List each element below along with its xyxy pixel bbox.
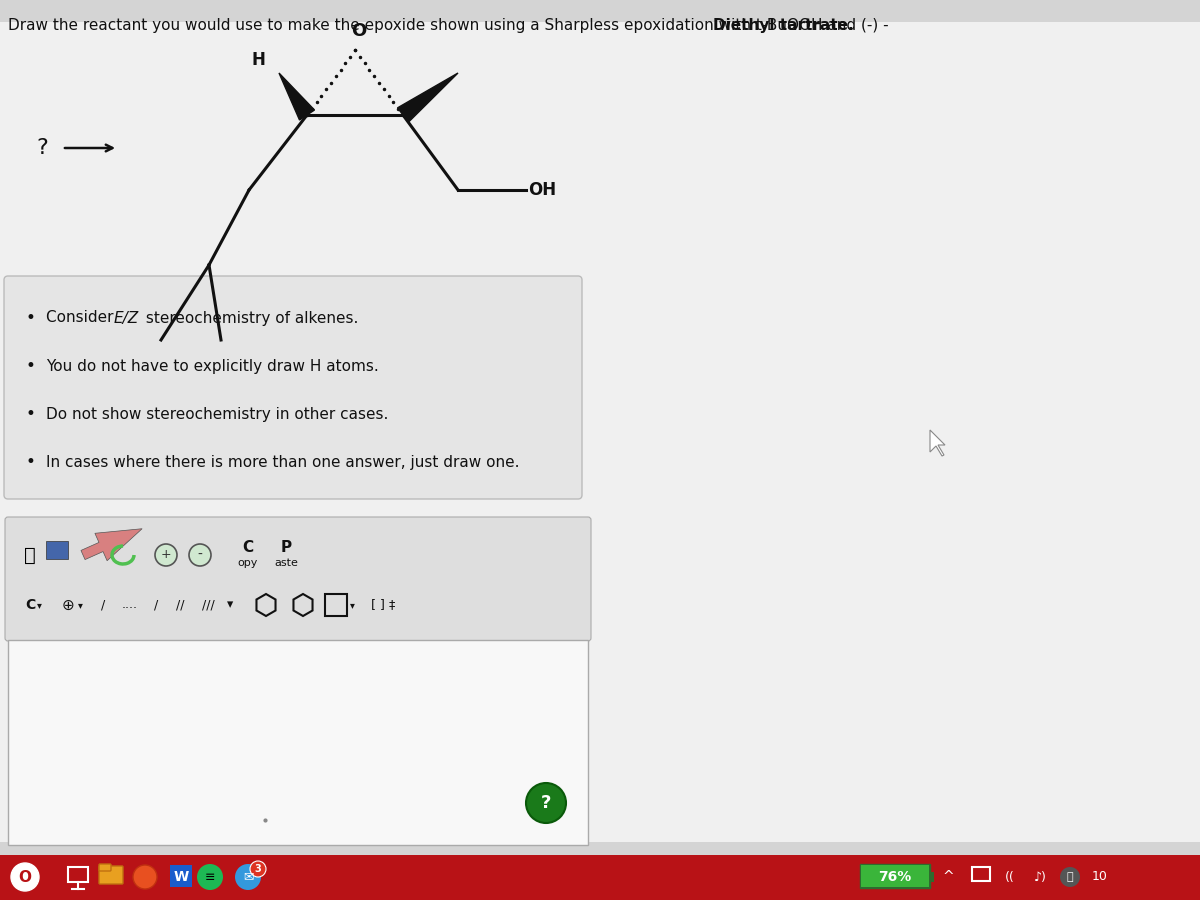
Text: ?: ? bbox=[541, 794, 551, 812]
Text: ✉: ✉ bbox=[242, 870, 253, 884]
Bar bbox=[862, 865, 929, 887]
Bar bbox=[325, 594, 347, 616]
Text: /: / bbox=[101, 598, 106, 611]
Text: O: O bbox=[352, 22, 367, 40]
Text: [ ]: [ ] bbox=[371, 598, 385, 611]
Bar bbox=[0, 855, 1200, 900]
Bar bbox=[860, 864, 930, 888]
Text: ((: (( bbox=[1006, 870, 1015, 884]
Text: 76%: 76% bbox=[878, 870, 912, 884]
Text: ///: /// bbox=[202, 598, 215, 611]
Text: ^: ^ bbox=[942, 870, 954, 884]
Circle shape bbox=[190, 544, 211, 566]
Text: aste: aste bbox=[274, 558, 298, 568]
Circle shape bbox=[155, 544, 178, 566]
Bar bbox=[930, 872, 934, 882]
Text: ≡: ≡ bbox=[205, 870, 215, 884]
Circle shape bbox=[133, 865, 157, 889]
Bar bbox=[8, 640, 588, 845]
Circle shape bbox=[11, 863, 38, 891]
Text: •: • bbox=[25, 357, 35, 375]
FancyBboxPatch shape bbox=[98, 864, 112, 871]
Text: ‡: ‡ bbox=[389, 598, 395, 611]
Text: You do not have to explicitly draw H atoms.: You do not have to explicitly draw H ato… bbox=[46, 358, 379, 374]
Text: /: / bbox=[154, 598, 158, 611]
Text: OH: OH bbox=[528, 181, 556, 199]
Circle shape bbox=[526, 783, 566, 823]
Text: P: P bbox=[281, 539, 292, 554]
Circle shape bbox=[250, 861, 266, 877]
Text: W: W bbox=[173, 870, 188, 884]
Text: O: O bbox=[18, 869, 31, 885]
Circle shape bbox=[235, 864, 262, 890]
Text: In cases where there is more than one answer, just draw one.: In cases where there is more than one an… bbox=[46, 454, 520, 470]
Text: Consider: Consider bbox=[46, 310, 119, 326]
Text: ⊕: ⊕ bbox=[61, 598, 74, 613]
Text: +: + bbox=[161, 548, 172, 562]
Text: ?: ? bbox=[36, 138, 48, 158]
Polygon shape bbox=[397, 73, 458, 122]
Text: •: • bbox=[25, 453, 35, 471]
Text: Do not show stereochemistry in other cases.: Do not show stereochemistry in other cas… bbox=[46, 407, 389, 421]
Bar bbox=[170, 865, 192, 887]
Text: ▾: ▾ bbox=[349, 600, 354, 610]
FancyArrow shape bbox=[80, 528, 142, 561]
FancyBboxPatch shape bbox=[98, 866, 124, 884]
Circle shape bbox=[1060, 867, 1080, 887]
Text: •: • bbox=[25, 309, 35, 327]
Text: Draw the reactant you would use to make the epoxide shown using a Sharpless epox: Draw the reactant you would use to make … bbox=[8, 18, 894, 33]
Text: H: H bbox=[251, 51, 265, 69]
Polygon shape bbox=[278, 73, 314, 120]
Circle shape bbox=[197, 864, 223, 890]
FancyBboxPatch shape bbox=[5, 517, 592, 641]
Text: •: • bbox=[25, 405, 35, 423]
Text: ♪): ♪) bbox=[1033, 870, 1046, 884]
Text: 3: 3 bbox=[254, 864, 262, 874]
Text: C: C bbox=[25, 598, 35, 612]
Bar bbox=[68, 867, 88, 882]
Text: opy: opy bbox=[238, 558, 258, 568]
Text: -: - bbox=[198, 548, 203, 562]
Text: Diethyl tartrate.: Diethyl tartrate. bbox=[713, 18, 853, 33]
Text: E/Z: E/Z bbox=[114, 310, 139, 326]
Bar bbox=[972, 867, 990, 881]
Text: //: // bbox=[175, 598, 185, 611]
Text: ▾: ▾ bbox=[227, 598, 233, 611]
Text: 🤚: 🤚 bbox=[24, 545, 36, 564]
Text: ▾: ▾ bbox=[36, 600, 42, 610]
Text: stereochemistry of alkenes.: stereochemistry of alkenes. bbox=[142, 310, 359, 326]
Text: C: C bbox=[242, 539, 253, 554]
Text: ⏻: ⏻ bbox=[1067, 872, 1073, 882]
Text: 10: 10 bbox=[1092, 870, 1108, 884]
Text: ▾: ▾ bbox=[78, 600, 83, 610]
FancyBboxPatch shape bbox=[4, 276, 582, 499]
Polygon shape bbox=[930, 430, 946, 456]
Text: ....: .... bbox=[122, 598, 138, 611]
Bar bbox=[46, 541, 68, 559]
